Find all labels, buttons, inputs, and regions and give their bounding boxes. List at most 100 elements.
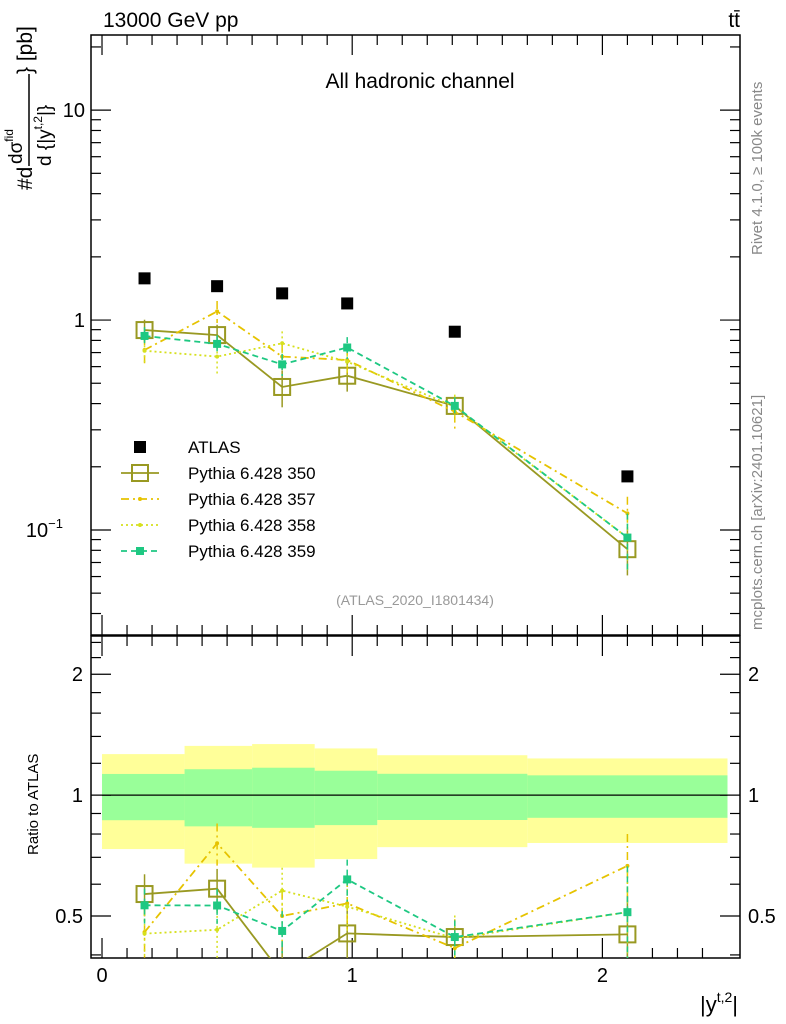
ratio-y-tick-label-right: 2 [748,664,759,686]
ratio-band-inner [527,775,728,818]
main-frame [90,34,741,636]
legend-entry: Pythia 6.428 359 [121,542,316,561]
data-point [140,331,149,340]
ylabel-denominator: d {|yt,2|} [31,105,56,166]
data-point [280,888,285,893]
ratio-y-tick-label: 2 [72,664,83,686]
data-point [278,360,287,369]
data-point [213,901,222,910]
ratio-band-inner [377,773,528,821]
y-tick-label-exponent: −1 [48,516,63,531]
analysis-annotation: (ATLAS_2020_I1801434) [336,592,494,608]
data-point [211,280,224,293]
ratio-y-tick-label: 1 [72,785,83,807]
legend-entry: Pythia 6.428 350 [121,464,316,483]
x-axis-label: |yt,2| [700,989,738,1017]
y-tick-label: 10 [63,100,85,122]
ylabel-numerator: dσfid [2,129,27,164]
series-line [144,335,628,539]
data-point [341,297,354,310]
ylabel-prefix: #d [14,167,37,190]
ratio-band-inner [314,770,378,826]
series-atlas [138,272,634,483]
data-point [345,359,350,364]
series-pythia-6-428-359 [140,327,632,571]
ratio-y-label: Ratio to ATLAS [25,754,42,855]
x-tick-label: 0 [96,965,107,987]
series-line [144,342,628,539]
data-point [345,901,350,906]
top-left-label: 13000 GeV pp [103,9,238,32]
data-point [625,863,630,868]
ratio-y-tick-label: 0.5 [55,906,83,928]
legend-marker [131,464,149,482]
data-point [215,309,220,314]
data-point [450,401,459,410]
legend-marker [138,497,142,501]
x-tick-label: 1 [347,965,358,987]
data-point [343,875,352,884]
data-point [215,841,220,846]
y-tick-label: 10−1 [26,516,63,542]
data-point [208,879,227,898]
ratio-band-inner [252,767,315,828]
legend-marker [138,523,142,527]
series-line [144,329,628,550]
data-point [142,348,147,353]
data-point [625,511,630,516]
main-series [135,272,637,576]
series-line [144,887,628,958]
rivet-version-label: Rivet 4.1.0, ≥ 100k events [749,82,766,255]
ratio-band-inner [184,769,253,827]
data-point [213,339,222,348]
ratio-band-inner [102,773,185,821]
data-point [280,341,285,346]
mcplots-label: mcplots.cern.ch [arXiv:2401.10621] [749,395,766,630]
data-point [142,931,147,936]
legend-entry: ATLAS [134,438,241,457]
y-axis-label: #d dσfid d {|yt,2|} } [pb] [2,26,56,190]
legend-marker [134,441,146,453]
axis-ticks: 10−1 1 10 0.5 0.5 1 1 2 2 0 1 2 [26,35,776,987]
data-point [623,908,632,917]
legend-label: Pythia 6.428 357 [188,490,316,509]
data-point [452,946,457,951]
series-line [144,889,628,940]
data-point [345,904,350,909]
y-tick-label: 1 [74,310,85,332]
data-point [215,354,220,359]
ylabel-suffix: } [pb] [14,26,37,74]
legend-label: Pythia 6.428 358 [188,516,316,535]
data-point [450,933,459,942]
ratio-frame [90,635,741,959]
data-point [621,470,634,483]
series-line [144,310,628,515]
legend-label: Pythia 6.428 350 [188,464,316,483]
data-point [140,901,149,910]
legend-label: Pythia 6.428 359 [188,542,316,561]
series-line [144,878,628,938]
legend: ATLAS Pythia 6.428 350 Pythia 6.428 357 Pyt… [121,438,316,561]
data-point [343,343,352,352]
data-point [276,287,289,300]
ratio-series-pythia-6-428-350 [135,868,637,982]
legend-marker [136,547,144,555]
top-right-label: tt̄ [728,9,740,32]
chart-title: All hadronic channel [325,70,514,93]
data-point [215,927,220,932]
ratio-series-pythia-6-428-359 [140,859,632,958]
legend-label: ATLAS [188,438,241,457]
data-point [273,377,292,396]
data-point [623,533,632,542]
data-point [448,325,461,338]
data-point [274,966,290,982]
legend-entry: Pythia 6.428 358 [121,516,316,535]
ratio-bands [102,744,728,868]
ratio-series [135,823,637,982]
legend-entry: Pythia 6.428 357 [121,490,316,509]
ratio-y-tick-label-right: 0.5 [748,906,776,928]
data-point [278,926,287,935]
data-point [138,272,151,285]
x-tick-label: 2 [597,965,608,987]
